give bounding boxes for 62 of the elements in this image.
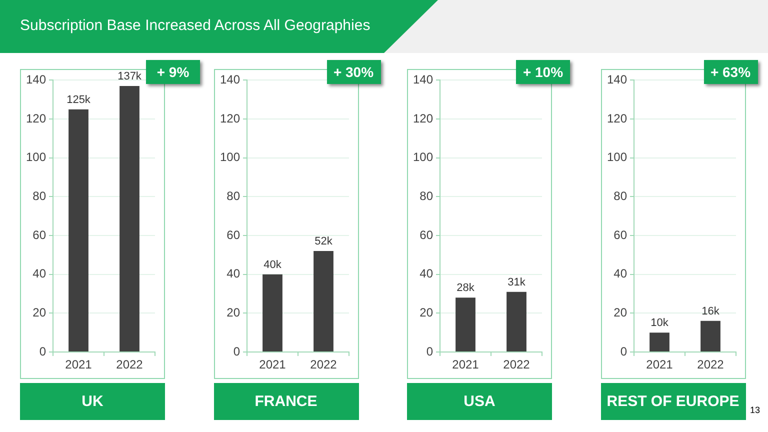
y-tick-label: 60 bbox=[613, 228, 627, 242]
y-tick-label: 120 bbox=[26, 111, 46, 126]
label-plate: FRANCE bbox=[214, 383, 358, 420]
y-tick-label: 60 bbox=[32, 228, 46, 242]
data-label: 125k bbox=[66, 94, 91, 106]
x-tick-label: 2021 bbox=[65, 358, 92, 372]
y-tick-label: 140 bbox=[219, 72, 240, 87]
x-axis-title: USA bbox=[464, 392, 496, 410]
x-tick-label: 2021 bbox=[258, 358, 286, 372]
data-label: 52k bbox=[314, 236, 332, 248]
y-tick-label: 0 bbox=[620, 344, 627, 358]
y-tick-label: 60 bbox=[226, 228, 240, 242]
data-label: 16k bbox=[701, 305, 720, 318]
x-tick-label: 2021 bbox=[646, 358, 673, 372]
badge: + 30% bbox=[326, 60, 380, 84]
x-tick-label: 2022 bbox=[116, 358, 144, 372]
y-tick-label: 100 bbox=[219, 150, 240, 164]
y-tick-label: 40 bbox=[32, 266, 46, 281]
label-plate: USA bbox=[407, 383, 552, 420]
y-tick-label: 80 bbox=[420, 189, 434, 203]
badge: + 63% bbox=[704, 60, 758, 84]
y-tick-label: 140 bbox=[412, 72, 434, 87]
badge: + 9% bbox=[146, 60, 200, 84]
x-tick-label: 2022 bbox=[503, 358, 530, 372]
y-tick-label: 80 bbox=[613, 189, 627, 203]
y-tick-label: 100 bbox=[606, 150, 627, 164]
y-tick-label: 100 bbox=[26, 150, 46, 164]
y-tick-label: 20 bbox=[32, 305, 46, 320]
y-tick-label: 20 bbox=[226, 305, 240, 320]
data-label: 137k bbox=[118, 70, 142, 83]
y-tick-label: 120 bbox=[606, 111, 627, 126]
text: Subscription Base Increased Across All Geographies bbox=[20, 17, 370, 35]
y-tick-label: 80 bbox=[226, 189, 240, 203]
x-axis-title: UK bbox=[82, 392, 104, 410]
data-label: 40k bbox=[263, 258, 282, 271]
y-tick-label: 40 bbox=[613, 266, 627, 281]
x-tick-label: 2022 bbox=[696, 358, 724, 372]
y-tick-label: 20 bbox=[420, 305, 434, 320]
y-tick-label: 140 bbox=[606, 72, 627, 87]
label-plate: REST OF EUROPE bbox=[600, 383, 746, 420]
x-axis-title: REST OF EUROPE bbox=[606, 392, 740, 410]
y-tick-label: 0 bbox=[39, 344, 46, 358]
text: 13 bbox=[750, 405, 760, 416]
x-tick-label: 2022 bbox=[310, 358, 337, 372]
y-tick-label: 20 bbox=[613, 305, 627, 320]
badge: + 10% bbox=[516, 60, 570, 84]
data-label: 10k bbox=[650, 317, 668, 330]
label-plate: UK bbox=[20, 383, 165, 420]
data-label: 31k bbox=[508, 276, 526, 288]
y-tick-label: 120 bbox=[219, 111, 240, 126]
y-tick-label: 0 bbox=[232, 344, 240, 358]
y-tick-label: 0 bbox=[426, 344, 434, 358]
y-tick-label: 40 bbox=[226, 266, 240, 281]
y-tick-label: 140 bbox=[26, 72, 46, 87]
y-tick-label: 120 bbox=[412, 111, 434, 126]
y-tick-label: 80 bbox=[32, 189, 46, 203]
y-tick-label: 60 bbox=[420, 228, 434, 242]
y-tick-label: 40 bbox=[420, 266, 434, 281]
data-label: 28k bbox=[456, 282, 475, 294]
x-tick-label: 2021 bbox=[452, 358, 480, 372]
y-tick-label: 100 bbox=[412, 150, 434, 164]
x-axis-title: FRANCE bbox=[254, 392, 318, 410]
